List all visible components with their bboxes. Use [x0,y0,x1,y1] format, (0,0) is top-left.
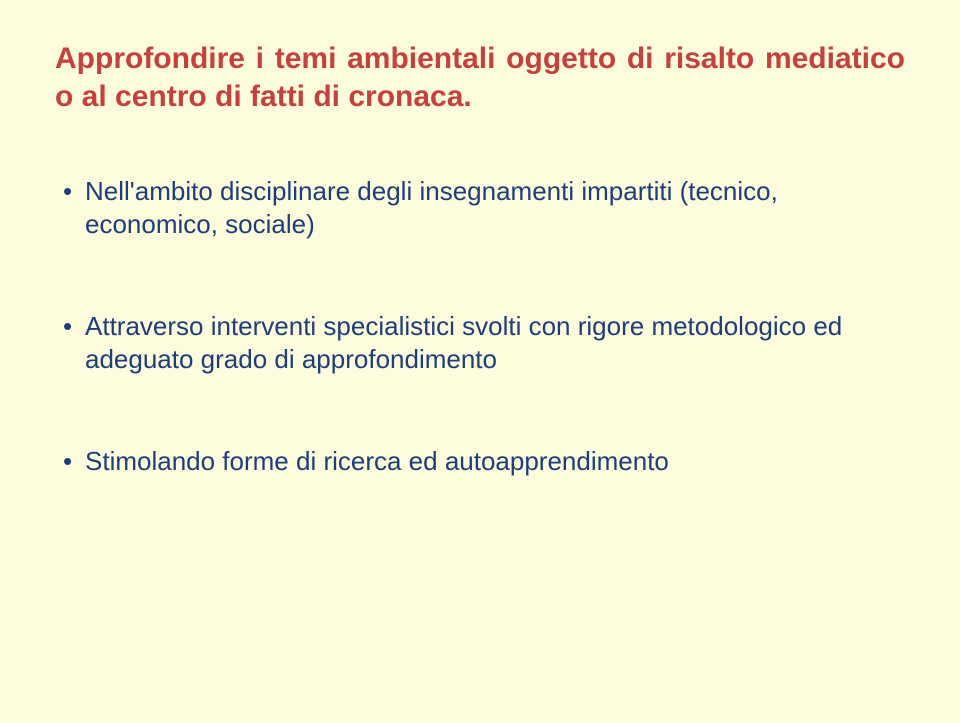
list-item: Stimolando forme di ricerca ed autoappre… [55,445,905,478]
list-item: Nell'ambito disciplinare degli insegname… [55,175,905,240]
slide-title: Approfondire i temi ambientali oggetto d… [55,40,905,115]
bullet-list: Nell'ambito disciplinare degli insegname… [55,175,905,478]
list-item: Attraverso interventi specialistici svol… [55,310,905,375]
